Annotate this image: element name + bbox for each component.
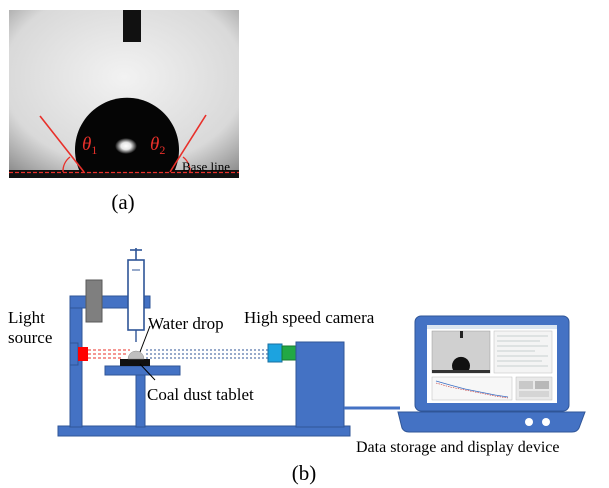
tangent-line-right bbox=[169, 114, 207, 173]
screen-button-3 bbox=[519, 391, 549, 397]
angle-arc-left bbox=[62, 156, 71, 173]
light-source-emitter bbox=[78, 347, 88, 361]
coal-dust-tablet bbox=[120, 359, 150, 366]
panel-b-apparatus bbox=[57, 248, 400, 437]
tablet-label: Coal dust tablet bbox=[147, 385, 254, 404]
screen-plot-line-2 bbox=[435, 382, 509, 399]
angle-arc-right bbox=[182, 156, 191, 173]
screen-data-lines bbox=[497, 335, 548, 367]
substrate bbox=[9, 170, 239, 178]
panel-a-photo: θ1 θ2 Base line bbox=[9, 10, 239, 178]
water-drop-pointer bbox=[139, 325, 151, 353]
tablet-pointer bbox=[139, 363, 156, 381]
screen-button-2 bbox=[535, 381, 549, 389]
light-source-label-line2: source bbox=[8, 328, 52, 347]
screen-data-panel bbox=[493, 330, 553, 374]
screen-button-1 bbox=[519, 381, 533, 389]
water-drop-label: Water drop bbox=[148, 314, 224, 333]
screen-plot-line bbox=[435, 380, 509, 398]
camera-stand bbox=[295, 341, 345, 428]
screen-title-bar bbox=[427, 325, 557, 329]
syringe-clamp bbox=[85, 279, 103, 323]
stage-post bbox=[135, 374, 146, 428]
light-source-label-line1: Light bbox=[8, 308, 45, 327]
screen-substrate bbox=[432, 370, 490, 373]
baseline-label: Base line bbox=[182, 159, 230, 174]
caption-b: (b) bbox=[292, 461, 317, 485]
laptop-indicator-2 bbox=[542, 418, 550, 426]
needle bbox=[123, 10, 141, 42]
camera-lens bbox=[267, 343, 283, 363]
laptop-indicator-1 bbox=[525, 418, 533, 426]
laptop-base bbox=[397, 411, 586, 433]
laptop-device bbox=[397, 315, 586, 433]
droplet-glint bbox=[115, 138, 137, 154]
tangent-line-left bbox=[39, 115, 85, 173]
light-source-housing bbox=[69, 342, 79, 366]
screen-needle bbox=[460, 331, 463, 338]
theta2-label: θ2 bbox=[150, 134, 165, 157]
caption-a: (a) bbox=[111, 190, 134, 214]
camera-body bbox=[281, 345, 297, 361]
theta1-label: θ1 bbox=[82, 134, 97, 157]
device-label: Data storage and display device bbox=[356, 439, 559, 456]
base-plate bbox=[57, 425, 351, 437]
water-droplet bbox=[75, 97, 179, 172]
camera-label: High speed camera bbox=[244, 308, 375, 327]
water-drop bbox=[127, 350, 145, 360]
screen-droplet bbox=[452, 356, 470, 370]
